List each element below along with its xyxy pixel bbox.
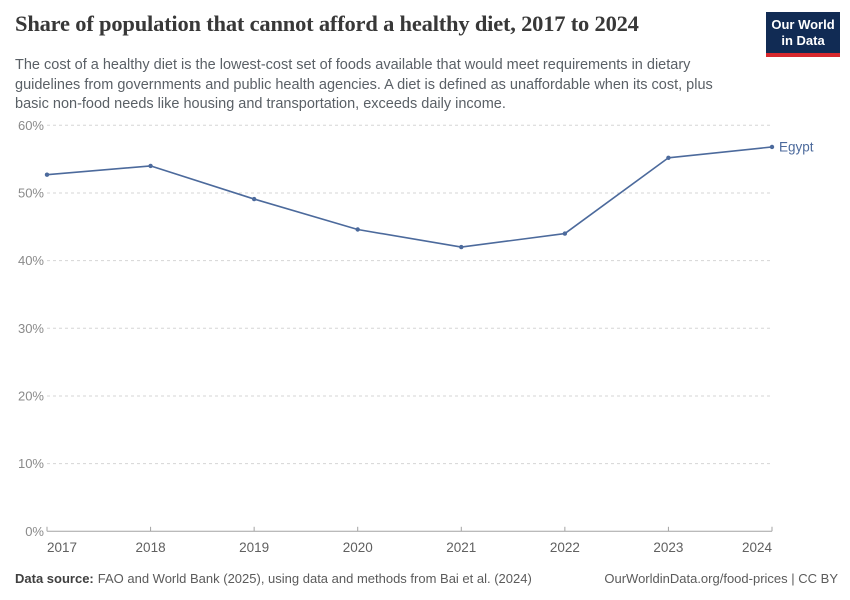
footer-license: | CC BY: [787, 571, 838, 586]
x-axis-tick-label: 2018: [136, 540, 166, 555]
chart-subtitle: The cost of a healthy diet is the lowest…: [15, 57, 713, 112]
y-axis-tick-label: 40%: [18, 253, 44, 268]
footer: Data source: FAO and World Bank (2025), u…: [15, 571, 838, 586]
x-axis-tick-label: 2020: [343, 540, 373, 555]
data-point: [355, 227, 360, 232]
series-line-egypt: [46, 146, 773, 248]
owid-logo-line2: in Data: [781, 33, 825, 48]
data-source-text: FAO and World Bank (2025), using data an…: [97, 571, 532, 586]
page-title: Share of population that cannot afford a…: [15, 11, 639, 36]
x-axis-tick-label: 2024: [742, 540, 773, 555]
x-axis-tick-label: 2017: [47, 540, 77, 555]
x-axis-tick-label: 2023: [653, 540, 683, 555]
data-point: [459, 244, 464, 250]
owid-logo[interactable]: Our World in Data: [766, 12, 840, 57]
data-point: [769, 144, 775, 150]
x-axis-tick-label: 2022: [550, 540, 580, 555]
footer-link[interactable]: OurWorldinData.org/food-prices: [604, 571, 788, 586]
y-axis-tick-label: 10%: [18, 456, 44, 471]
x-axis-tick-label: 2021: [446, 540, 476, 555]
footer-credits: OurWorldinData.org/food-prices | CC BY: [604, 571, 838, 586]
data-point: [251, 196, 257, 202]
y-axis-tick-label: 50%: [18, 185, 44, 200]
series-label: Egypt: [779, 139, 814, 154]
y-axis-tick-label: 60%: [18, 118, 44, 133]
data-source-label: Data source:: [15, 571, 94, 586]
data-point: [44, 172, 50, 177]
y-axis-tick-label: 0%: [25, 524, 44, 539]
y-axis-tick-label: 20%: [18, 388, 44, 403]
x-axis-tick-label: 2019: [239, 540, 269, 555]
data-point: [666, 155, 671, 160]
owid-logo-line1: Our World: [771, 17, 835, 32]
data-source: Data source: FAO and World Bank (2025), u…: [15, 571, 532, 586]
data-point: [562, 231, 568, 236]
y-axis-tick-label: 30%: [18, 321, 44, 336]
data-point: [148, 163, 153, 169]
